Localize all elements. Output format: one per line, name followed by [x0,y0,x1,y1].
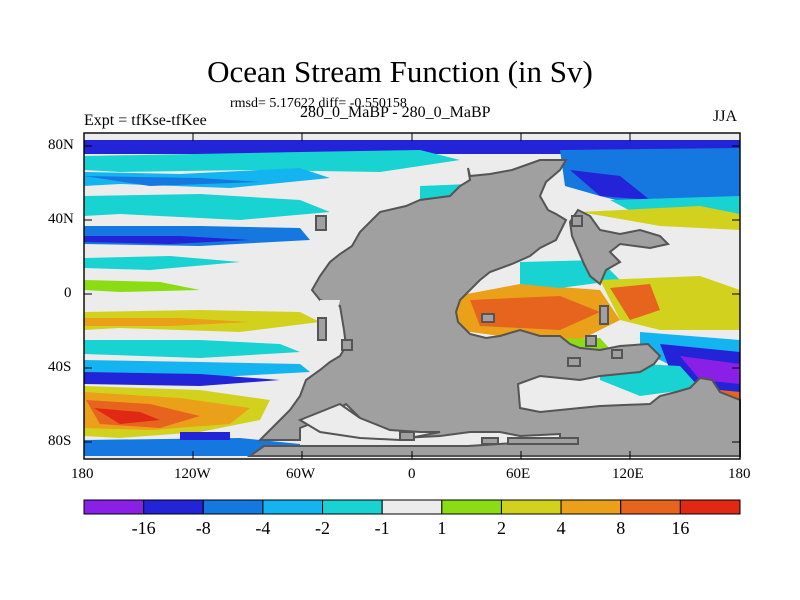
y-tick-label: 40S [48,359,72,375]
y-tick-label: 0 [64,285,72,301]
ocean-field [84,133,740,459]
chart-title: Ocean Stream Function (in Sv) [207,54,593,89]
x-tick-label: 60W [286,466,316,482]
x-tick-label: 120W [174,466,211,482]
colorbar-swatch [679,499,741,515]
x-axis-ticks [83,133,741,459]
colorbar-swatch [560,499,622,515]
colorbar-label: 8 [616,518,626,538]
y-axis-ticks [84,145,740,443]
colorbar-swatch [83,499,145,515]
y-tick-label: 40N [48,211,74,227]
colorbar-swatch [381,499,443,515]
y-tick-label: 80S [48,433,72,449]
colorbar-swatch [202,499,264,515]
season-label: JJA [713,108,738,125]
colorbar-label: -16 [131,518,156,538]
x-tick-label: 0 [408,466,416,482]
x-tick-label: 120E [612,466,644,482]
land-americas [246,159,741,457]
colorbar-swatch [500,499,562,515]
subtitle: 280_0_MaBP - 280_0_MaBP [300,104,491,121]
colorbar [83,499,741,515]
colorbar-label: 16 [671,518,690,538]
colorbar-swatch [262,499,324,515]
x-tick-label: 180 [728,466,751,482]
x-tick-label: 60E [506,466,531,482]
colorbar-label: 1 [437,518,447,538]
colorbar-label: -8 [195,518,211,538]
colorbar-label: 2 [496,518,506,538]
colorbar-swatch [441,499,502,515]
colorbar-label: -4 [255,518,271,538]
colorbar-swatch [620,499,681,515]
experiment-label: Expt = tfKse-tfKee [84,112,207,129]
y-tick-label: 80N [48,137,74,153]
colorbar-swatch [143,499,204,515]
colorbar-label: 4 [556,518,566,538]
land-masses [246,159,741,457]
land-asia-east [568,208,670,286]
colorbar-swatch [322,499,383,515]
colorbar-label: -2 [315,518,331,538]
colorbar-label: -1 [374,518,390,538]
stats-line: rmsd= 5.17622 diff= -0.550158 [230,96,407,111]
x-tick-label: 180 [71,466,94,482]
